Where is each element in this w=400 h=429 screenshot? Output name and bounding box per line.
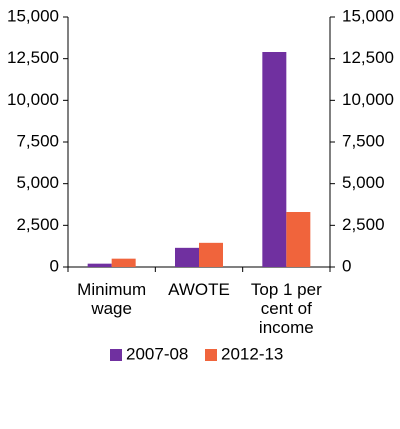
y-tick-label: 2,500 xyxy=(16,215,59,234)
x-tick-label: Minimum wage xyxy=(77,280,147,318)
x-tick-label: Top 1 per cent of income xyxy=(250,280,322,337)
bar xyxy=(175,247,199,267)
y-tick-label: 7,500 xyxy=(16,131,59,150)
y-tick-label: 15,000 xyxy=(7,6,59,25)
y-tick-label: 12,500 xyxy=(7,48,59,67)
legend-swatch xyxy=(110,349,122,361)
bar xyxy=(199,242,223,267)
y2-tick-label: 5,000 xyxy=(342,173,385,192)
bar xyxy=(262,52,287,267)
y2-tick-label: 15,000 xyxy=(342,6,394,25)
legend-label: 2007-08 xyxy=(126,344,188,363)
legend-label: 2012-13 xyxy=(221,344,283,363)
y-tick-label: 0 xyxy=(50,256,59,275)
y2-tick-label: 12,500 xyxy=(342,48,394,67)
y-tick-label: 10,000 xyxy=(7,90,59,109)
bar xyxy=(87,263,112,267)
bar xyxy=(286,212,311,267)
x-tick-label: AWOTE xyxy=(168,280,230,299)
y2-tick-label: 2,500 xyxy=(342,215,385,234)
bar xyxy=(111,258,136,267)
legend-swatch xyxy=(205,349,217,361)
y-tick-label: 5,000 xyxy=(16,173,59,192)
y2-tick-label: 7,500 xyxy=(342,131,385,150)
y2-tick-label: 0 xyxy=(342,256,351,275)
y2-tick-label: 10,000 xyxy=(342,90,394,109)
